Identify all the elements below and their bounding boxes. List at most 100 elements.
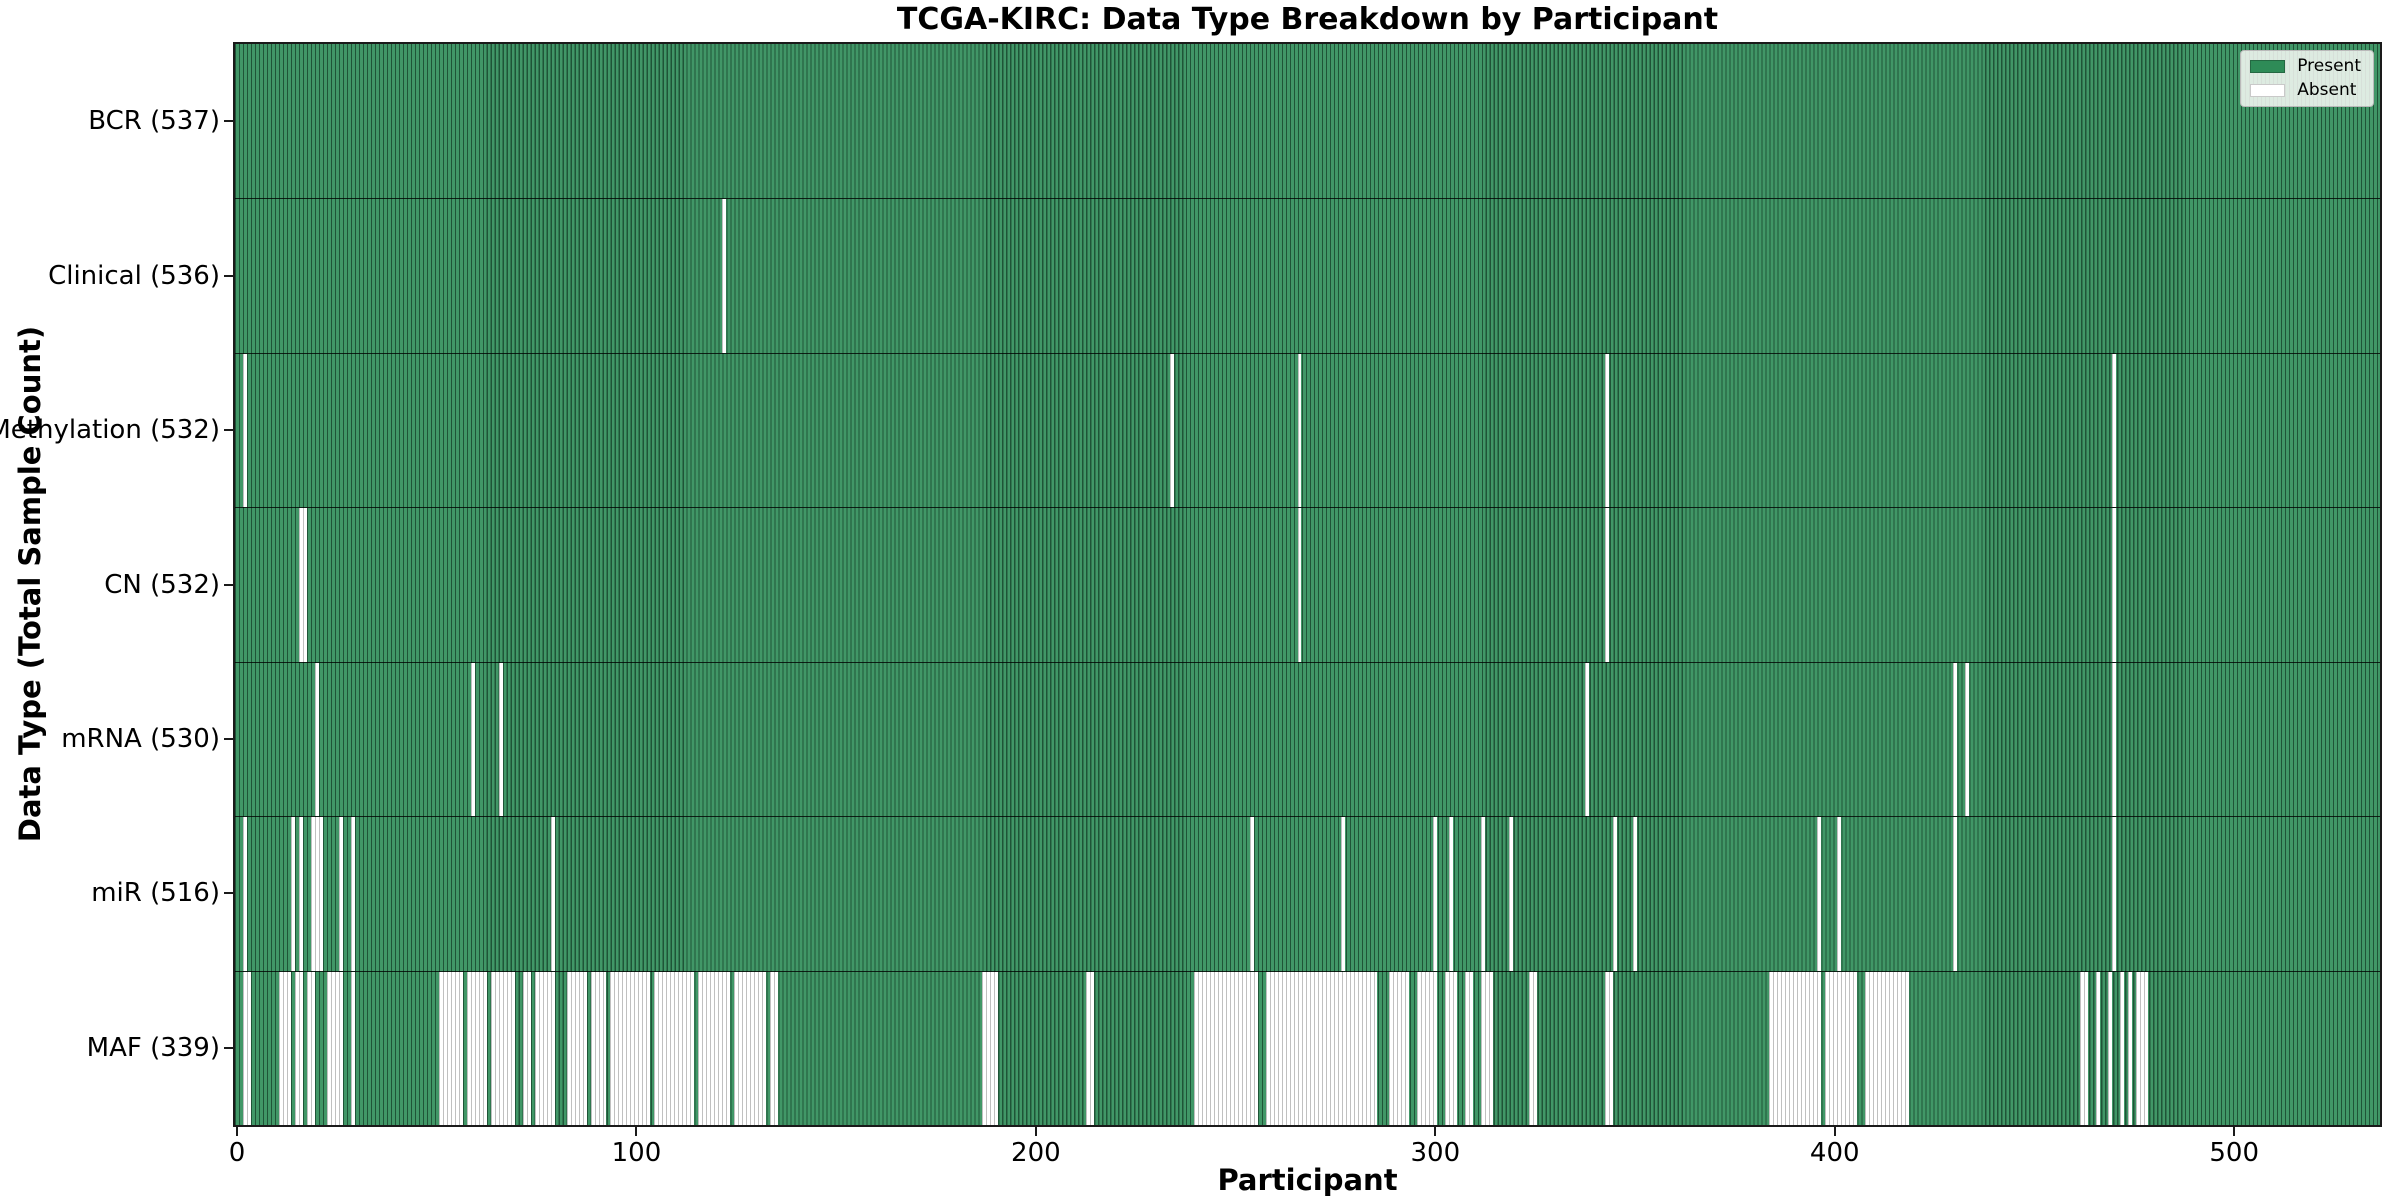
absent-stripe-clinical-122: [722, 199, 727, 353]
absent-stripe-maf-83: [566, 971, 587, 1125]
heatmap-row-maf: [235, 970, 2380, 1125]
absent-stripe-maf-187: [981, 971, 998, 1125]
absent-stripe-mir-14: [290, 817, 295, 971]
absent-stripe-cn-470: [2112, 508, 2117, 662]
x-tick-mark-100: [635, 1127, 638, 1136]
heatmap-row-methylation: [235, 352, 2380, 508]
absent-stripe-maf-18: [306, 971, 315, 1125]
absent-swatch-icon: [2250, 84, 2286, 97]
absent-stripe-maf-105: [654, 971, 695, 1125]
absent-stripe-maf-134: [770, 971, 779, 1125]
absent-stripe-mrna-430: [1952, 662, 1957, 817]
absent-stripe-methylation-470: [2112, 353, 2117, 508]
absent-stripe-maf-72: [522, 971, 531, 1125]
absent-stripe-maf-15: [294, 971, 303, 1125]
absent-stripe-cn-16: [298, 508, 307, 662]
absent-stripe-maf-11: [278, 971, 291, 1125]
absent-stripe-mir-304: [1449, 817, 1454, 971]
x-axis-title: Participant: [1217, 1163, 1398, 1197]
absent-stripe-maf-125: [734, 971, 767, 1125]
absent-stripe-methylation-343: [1605, 353, 1610, 508]
absent-stripe-mir-396: [1816, 817, 1821, 971]
absent-stripe-maf-289: [1389, 971, 1410, 1125]
heatmap-row-cn: [235, 507, 2380, 662]
heatmap-row-mir: [235, 816, 2380, 971]
x-tick-label-0: 0: [228, 1138, 246, 1168]
x-tick-label-200: 200: [1011, 1138, 1061, 1168]
y-tick-mark-bcr: [224, 120, 233, 123]
x-tick-label-100: 100: [611, 1138, 662, 1168]
heatmap-row-bcr: [235, 44, 2380, 199]
legend-item-absent: Absent: [2250, 82, 2361, 99]
absent-stripe-maf-89: [590, 971, 607, 1125]
absent-stripe-mrna-338: [1585, 662, 1590, 817]
absent-stripe-cn-343: [1605, 508, 1610, 662]
absent-stripe-mir-470: [2112, 817, 2117, 971]
absent-stripe-mir-277: [1341, 817, 1346, 971]
absent-stripe-maf-384: [1768, 971, 1821, 1125]
absent-stripe-mrna-433: [1964, 662, 1969, 817]
heatmap-rows: [235, 44, 2380, 1125]
absent-stripe-maf-462: [2080, 971, 2089, 1125]
absent-stripe-maf-258: [1265, 971, 1378, 1125]
absent-stripe-methylation-234: [1169, 353, 1174, 508]
absent-stripe-mrna-470: [2112, 662, 2117, 817]
legend-label-absent: Absent: [2297, 80, 2357, 100]
x-tick-label-500: 500: [2209, 1138, 2260, 1168]
absent-stripe-maf-308: [1465, 971, 1474, 1125]
x-tick-mark-0: [235, 1127, 238, 1136]
absent-stripe-methylation-266: [1297, 353, 1302, 508]
heatmap-row-clinical: [235, 198, 2380, 353]
y-tick-label-maf: MAF (339): [86, 1032, 220, 1063]
absent-stripe-methylation-2: [242, 353, 247, 508]
x-tick-label-400: 400: [1809, 1138, 1860, 1168]
absent-stripe-maf-51: [438, 971, 463, 1125]
y-tick-label-mir: miR (516): [91, 878, 220, 909]
legend-item-present: Present: [2250, 58, 2361, 75]
x-tick-mark-500: [2233, 1127, 2236, 1136]
absent-stripe-maf-296: [1417, 971, 1438, 1125]
y-tick-mark-methylation: [224, 429, 233, 432]
absent-stripe-maf-324: [1529, 971, 1538, 1125]
absent-stripe-mir-16: [298, 817, 303, 971]
absent-stripe-mrna-66: [498, 662, 503, 817]
absent-stripe-mir-2: [242, 817, 247, 971]
absent-stripe-cn-266: [1297, 508, 1302, 662]
absent-stripe-mir-345: [1613, 817, 1618, 971]
absent-stripe-maf-240: [1193, 971, 1258, 1125]
plot-area: Present Absent: [233, 42, 2382, 1127]
y-tick-mark-mrna: [224, 737, 233, 740]
absent-stripe-maf-472: [2120, 971, 2125, 1125]
legend-label-present: Present: [2297, 56, 2361, 76]
absent-stripe-mir-26: [338, 817, 343, 971]
absent-stripe-maf-64: [490, 971, 515, 1125]
absent-stripe-mir-350: [1633, 817, 1638, 971]
absent-stripe-maf-476: [2136, 971, 2149, 1125]
absent-stripe-mrna-59: [470, 662, 475, 817]
absent-stripe-mir-300: [1433, 817, 1438, 971]
absent-stripe-maf-94: [610, 971, 651, 1125]
absent-stripe-maf-466: [2096, 971, 2101, 1125]
y-tick-label-clinical: Clinical (536): [48, 260, 220, 291]
absent-stripe-maf-23: [326, 971, 343, 1125]
absent-stripe-maf-213: [1085, 971, 1094, 1125]
y-axis-title: Data Type (Total Sample Count): [13, 325, 47, 843]
absent-stripe-maf-2: [242, 971, 251, 1125]
absent-stripe-maf-398: [1824, 971, 1857, 1125]
absent-stripe-maf-343: [1605, 971, 1614, 1125]
absent-stripe-mir-79: [550, 817, 555, 971]
absent-stripe-mir-312: [1481, 817, 1486, 971]
legend: Present Absent: [2240, 50, 2374, 107]
absent-stripe-mir-254: [1249, 817, 1254, 971]
y-tick-label-bcr: BCR (537): [88, 106, 220, 137]
absent-stripe-mir-19: [310, 817, 323, 971]
x-tick-label-300: 300: [1410, 1138, 1461, 1168]
absent-stripe-maf-469: [2108, 971, 2113, 1125]
absent-stripe-maf-303: [1445, 971, 1458, 1125]
heatmap-row-mrna: [235, 661, 2380, 817]
y-tick-mark-cn: [224, 583, 233, 586]
x-tick-mark-300: [1434, 1127, 1437, 1136]
absent-stripe-maf-29: [350, 971, 355, 1125]
chart-title: TCGA-KIRC: Data Type Breakdown by Partic…: [896, 2, 1719, 37]
